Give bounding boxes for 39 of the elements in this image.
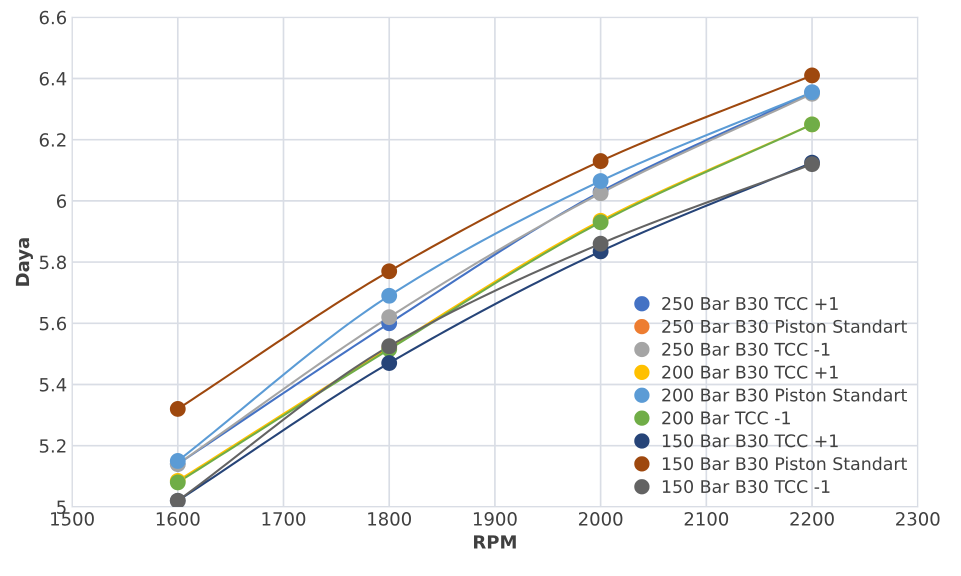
point (381, 288, 398, 304)
legend-label: 150 Bar B30 TCC +1 (662, 434, 838, 448)
legend-label: 250 Bar B30 Piston Standart (662, 320, 907, 333)
point (170, 453, 186, 469)
y-axis-title: Daya (16, 238, 33, 286)
y-tick-label: 5.4 (40, 378, 66, 392)
legend-label: 200 Bar TCC -1 (662, 411, 790, 424)
y-tick-label: 6 (56, 194, 66, 208)
legend-label: 200 Bar B30 TCC +1 (662, 366, 838, 379)
x-tick-label: 2100 (684, 512, 728, 526)
y-tick-label: 5.6 (40, 316, 66, 330)
x-tick-label: 1500 (51, 512, 94, 526)
point (381, 263, 398, 280)
y-tick-label: 5.2 (40, 439, 66, 453)
x-tick-label: 1700 (262, 512, 306, 526)
point (381, 355, 398, 371)
point (592, 236, 609, 252)
point (592, 173, 609, 189)
y-tick-label: 6.6 (40, 10, 66, 24)
x-tick-label: 1800 (368, 512, 411, 526)
legend-label: 250 Bar B30 TCC +1 (662, 296, 838, 310)
legend-label: 150 Bar B30 TCC -1 (662, 480, 830, 494)
point (381, 309, 398, 326)
x-tick-label: 2300 (896, 512, 940, 526)
x-tick-label: 1600 (156, 512, 200, 526)
legend-label: 150 Bar B30 Piston Standart (662, 456, 907, 470)
legend-label: 250 Bar B30 TCC -1 (662, 342, 830, 356)
y-tick-label: 6.4 (40, 72, 66, 86)
x-tick-label: 2000 (578, 512, 622, 526)
y-tick-label: 5 (57, 500, 66, 514)
x-tick-label: 1900 (474, 512, 517, 526)
x-axis-title: RPM (474, 535, 516, 548)
point (592, 153, 609, 170)
x-tick-label: 2200 (790, 512, 834, 526)
y-tick-label: 5.8 (40, 256, 66, 270)
y-tick-label: 6.2 (40, 133, 66, 147)
point (804, 68, 820, 84)
point (170, 401, 186, 417)
legend-label: 200 Bar B30 Piston Standart (662, 388, 907, 402)
